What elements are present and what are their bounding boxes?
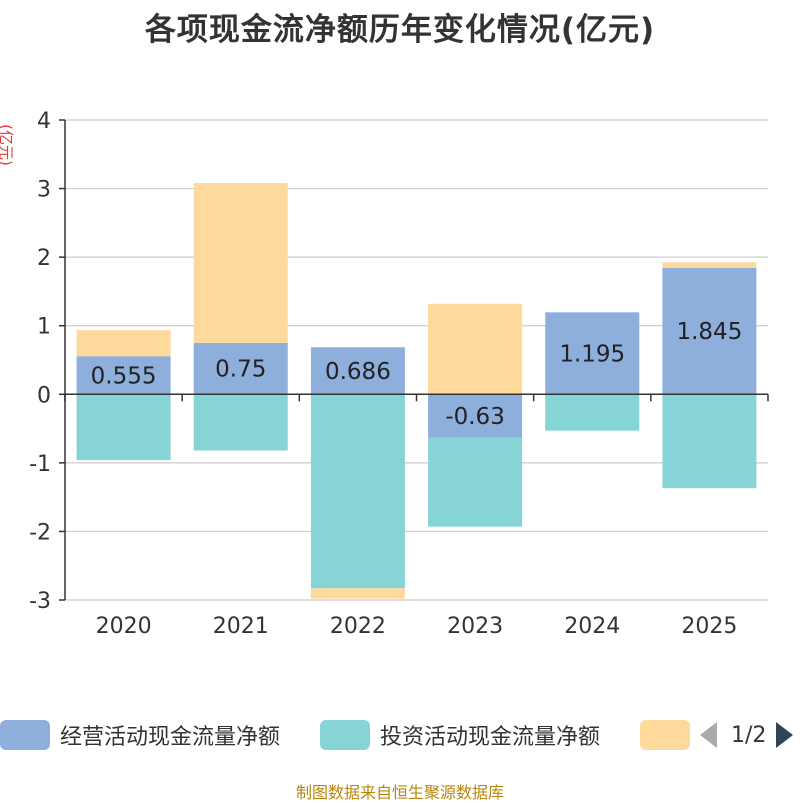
legend-swatch-operating <box>0 720 50 750</box>
bar-series2-2024 <box>545 394 640 431</box>
y-tick-label: 3 <box>37 178 51 203</box>
data-label-2024: 1.195 <box>559 341 625 367</box>
bar-series1-2024 <box>545 312 640 395</box>
y-tick-label: -3 <box>29 589 51 614</box>
data-label-2025: 1.845 <box>676 319 742 345</box>
legend-prev-arrow-icon[interactable] <box>700 722 717 748</box>
legend-page-indicator: 1/2 <box>731 722 767 748</box>
bar-series1-2021 <box>193 342 288 395</box>
y-tick-label: 2 <box>37 246 51 271</box>
legend-next-arrow-icon[interactable] <box>776 722 794 748</box>
chart-plot: 4 3 2 1 0 -1 -2 -3 2020 2021 2022 2023 2024 2025 0.55… <box>0 109 769 639</box>
y-tick-label: 1 <box>37 315 51 340</box>
y-tick-label: 4 <box>37 109 51 134</box>
bar-series2-2022 <box>310 394 405 589</box>
y-tick-label: -2 <box>29 520 51 545</box>
legend-swatch-financing <box>640 720 690 750</box>
legend-item-financing[interactable] <box>640 718 690 752</box>
data-source-note: 制图数据来自恒生聚源数据库 <box>295 783 504 802</box>
x-tick-label-2021: 2021 <box>213 614 269 639</box>
bar-series1-2025 <box>662 267 757 395</box>
bar-series2-2023 <box>428 437 523 527</box>
legend-label-operating: 经营活动现金流量净额 <box>60 725 281 750</box>
data-label-2023: -0.63 <box>445 404 505 430</box>
legend-item-investing[interactable]: 投资活动现金流量净额 <box>320 718 600 752</box>
data-label-2021: 0.75 <box>215 357 266 383</box>
bar-series1-2020 <box>76 356 171 395</box>
bar-series2-2020 <box>76 394 171 461</box>
legend-label-investing: 投资活动现金流量净额 <box>380 725 601 750</box>
x-tick-label-2024: 2024 <box>564 614 620 639</box>
bar-series3-2021 <box>193 183 288 343</box>
chart-title: 各项现金流净额历年变化情况(亿元) <box>144 12 656 48</box>
data-label-2022: 0.686 <box>325 359 391 385</box>
y-tick-label: 0 <box>37 383 51 408</box>
bar-series1-2023 <box>428 394 523 438</box>
bar-series3-2025 <box>662 262 757 268</box>
x-tick-label-2023: 2023 <box>447 614 503 639</box>
bar-series3-2022 <box>310 588 405 599</box>
bar-series2-2021 <box>193 394 288 451</box>
legend-pager: 1/2 <box>700 718 794 752</box>
y-axis-label: (亿元) <box>0 124 15 166</box>
bar-series3-2023 <box>428 303 523 395</box>
x-tick-label-2022: 2022 <box>330 614 386 639</box>
y-tick-label: -1 <box>29 452 51 477</box>
bar-series2-2025 <box>662 394 757 489</box>
bar-series3-2020 <box>76 330 171 357</box>
data-label-2020: 0.555 <box>91 363 157 389</box>
legend-swatch-investing <box>320 720 370 750</box>
bar-series1-2022 <box>310 347 405 395</box>
legend: 经营活动现金流量净额 投资活动现金流量净额 <box>0 718 800 752</box>
x-tick-label-2020: 2020 <box>96 614 152 639</box>
x-tick-label-2025: 2025 <box>681 614 737 639</box>
legend-item-operating[interactable]: 经营活动现金流量净额 <box>0 718 280 752</box>
